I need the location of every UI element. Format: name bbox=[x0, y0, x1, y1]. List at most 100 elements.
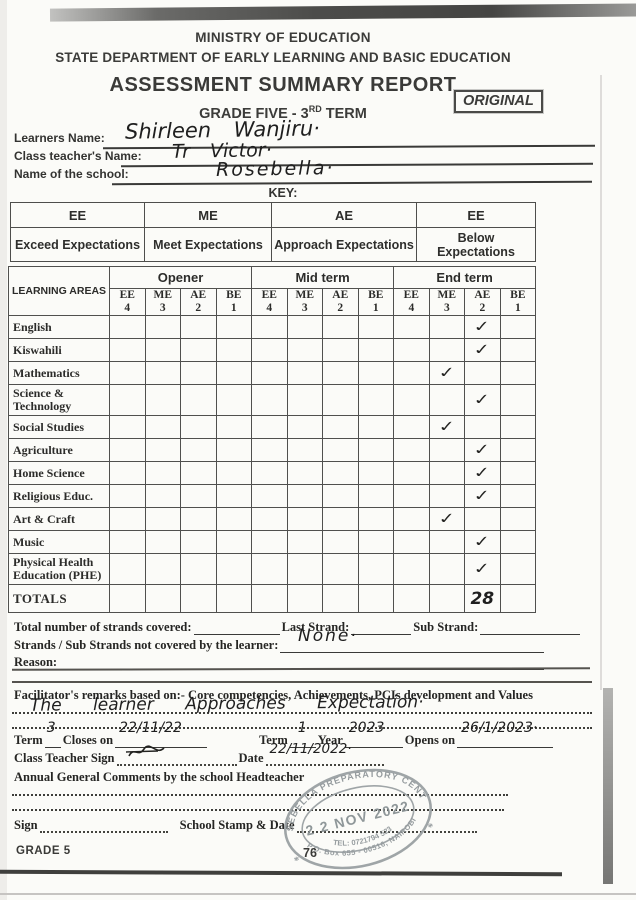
totals-cell bbox=[428, 584, 466, 614]
key-label-row: Exceed Expectations Meet Expectations Ap… bbox=[10, 227, 536, 262]
mark-cell bbox=[357, 484, 395, 509]
mark-cell bbox=[322, 438, 359, 463]
headteacher-heading-text: Annual General Comments by the school He… bbox=[14, 770, 305, 784]
teacher-signature-icon bbox=[125, 745, 165, 757]
mark-cell bbox=[109, 384, 146, 417]
mark-cell: ✓ bbox=[464, 338, 501, 363]
mark-cell bbox=[144, 461, 181, 486]
learning-area-label: Religious Educ. bbox=[8, 484, 110, 509]
grade-term-line: GRADE FIVE - 3RD TERM bbox=[8, 104, 558, 122]
rating-code: AE bbox=[190, 289, 207, 301]
mark-cell bbox=[109, 361, 146, 386]
key-label: Meet Expectations bbox=[144, 227, 272, 262]
mark-cell bbox=[357, 315, 395, 340]
mark-cell bbox=[215, 461, 253, 486]
next-term-handwriting: 1 bbox=[297, 720, 307, 736]
assessment-header-groups: LEARNING AREAS Opener Mid term End term bbox=[8, 265, 537, 317]
key-label: Approach Expectations bbox=[271, 227, 417, 262]
mark-cell bbox=[393, 338, 430, 363]
key-label: Exceed Expectations bbox=[10, 227, 145, 262]
mark-cell bbox=[286, 361, 324, 386]
rating-code: BE bbox=[510, 289, 526, 301]
mark-cell bbox=[322, 507, 359, 532]
remarks-dotted-line bbox=[12, 709, 592, 714]
mark-cell bbox=[322, 338, 359, 363]
learning-area-row: English ✓ bbox=[8, 315, 537, 340]
learning-area-label: Mathematics bbox=[8, 361, 110, 386]
stamp-outer-ring bbox=[284, 768, 432, 870]
rating-score: 4 bbox=[124, 302, 131, 315]
mark-cell bbox=[357, 461, 395, 486]
totals-cell bbox=[215, 584, 253, 614]
checkmark-icon: ✓ bbox=[473, 533, 492, 552]
mark-cell bbox=[180, 438, 217, 463]
mark-cell bbox=[322, 553, 359, 586]
mark-cell: ✓ bbox=[464, 530, 501, 555]
date-label: Date bbox=[238, 751, 264, 765]
mark-cell bbox=[286, 438, 324, 463]
mark-cell bbox=[393, 553, 430, 586]
rating-column-header: ME 3 bbox=[144, 287, 181, 317]
mark-cell bbox=[251, 415, 288, 440]
rating-code: AE bbox=[474, 289, 491, 301]
mark-cell bbox=[499, 338, 537, 363]
mark-cell bbox=[251, 438, 288, 463]
mark-cell bbox=[393, 484, 430, 509]
key-label: Below Expectations bbox=[416, 227, 536, 262]
mark-cell bbox=[144, 315, 181, 340]
learning-area-row: Agriculture ✓ bbox=[8, 438, 537, 463]
mark-cell bbox=[464, 361, 501, 386]
reason-row: Reason: bbox=[14, 655, 546, 670]
scan-edge-left bbox=[0, 0, 7, 900]
scan-fold-line bbox=[600, 75, 602, 690]
learning-area-label: Music bbox=[8, 530, 110, 555]
mark-cell bbox=[144, 415, 181, 440]
mark-cell bbox=[180, 530, 217, 555]
mark-cell bbox=[499, 415, 537, 440]
date-blank: 22/11/2022· bbox=[265, 741, 384, 766]
mark-cell bbox=[393, 361, 430, 386]
mark-cell bbox=[144, 361, 181, 386]
mark-cell bbox=[215, 553, 253, 586]
term-group-header: Mid term bbox=[251, 266, 395, 289]
strands-not-covered-blank bbox=[280, 640, 544, 653]
assessment-header-subcolumns: EE 4 ME 3 AE 2 BE 1 EE 4 ME 3 AE 2 BE 1 EE 4 ME 3 AE 2 BE 1 bbox=[9, 287, 537, 317]
checkmark-icon: ✓ bbox=[473, 487, 492, 506]
key-code-row: EE ME AE EE bbox=[10, 202, 536, 228]
learning-areas-header: LEARNING AREAS bbox=[8, 265, 110, 317]
rating-code: EE bbox=[119, 289, 135, 301]
mark-cell bbox=[357, 361, 395, 386]
mark-cell bbox=[393, 384, 430, 417]
last-strand-blank bbox=[351, 622, 412, 635]
key-table: EE ME AE EE Exceed Expectations Meet Exp… bbox=[10, 202, 536, 262]
mark-cell bbox=[499, 384, 537, 417]
totals-cell bbox=[109, 584, 146, 614]
mark-cell bbox=[499, 361, 537, 386]
learner-name-label: Learners Name: bbox=[14, 131, 105, 145]
stamp-star-right: * bbox=[427, 821, 436, 834]
totals-cell bbox=[393, 584, 430, 614]
date-handwriting: 22/11/2022· bbox=[269, 741, 352, 757]
totals-cell bbox=[144, 584, 181, 614]
mark-cell bbox=[109, 553, 146, 586]
assessment-table: LEARNING AREAS Opener Mid term End term EE 4 M… bbox=[8, 265, 537, 614]
teacher-name-label: Class teacher's Name: bbox=[14, 149, 142, 163]
mark-cell: ✓ bbox=[464, 384, 501, 417]
mark-cell bbox=[215, 384, 253, 417]
mark-cell bbox=[109, 484, 146, 509]
footer-grade-label: GRADE 5 bbox=[16, 845, 71, 857]
mark-cell bbox=[357, 384, 395, 417]
mark-cell bbox=[286, 315, 324, 340]
mark-cell bbox=[109, 461, 146, 486]
mark-cell bbox=[215, 484, 253, 509]
mark-cell bbox=[180, 415, 217, 440]
mark-cell bbox=[499, 315, 537, 340]
mark-cell bbox=[251, 461, 288, 486]
checkmark-icon: ✓ bbox=[473, 464, 492, 483]
headteacher-heading: Annual General Comments by the school He… bbox=[14, 770, 592, 785]
mark-cell bbox=[499, 484, 537, 509]
class-teacher-sign-label: Class Teacher Sign bbox=[14, 751, 115, 765]
footer-page-number: 76 bbox=[303, 846, 317, 860]
mark-cell bbox=[499, 553, 537, 586]
totals-cell bbox=[357, 584, 395, 614]
